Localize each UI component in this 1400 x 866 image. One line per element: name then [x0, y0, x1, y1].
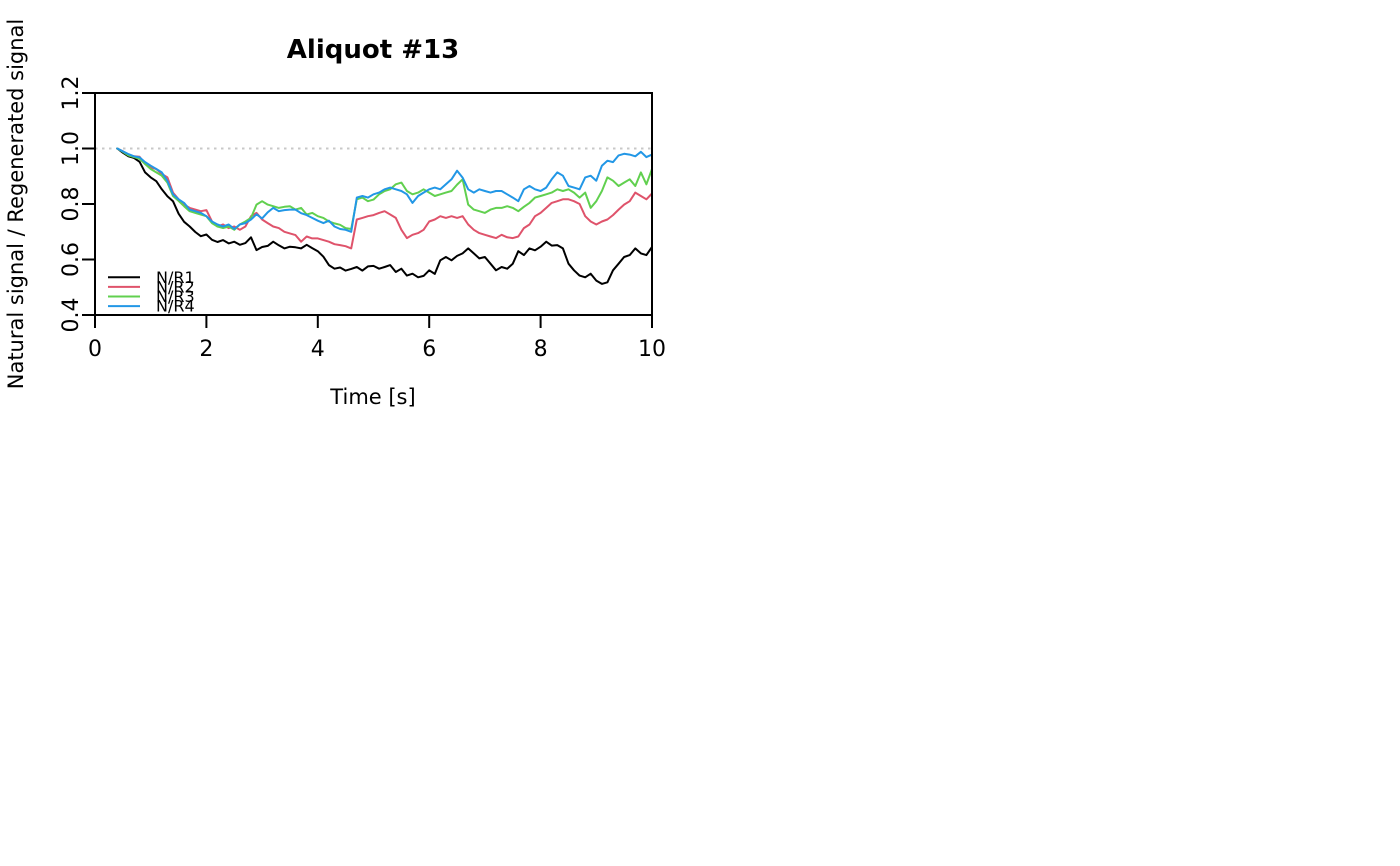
- x-tick-label: 6: [422, 337, 436, 362]
- legend-label-NR1: N/R1: [156, 268, 195, 287]
- series-line-NR4: [116, 147, 653, 233]
- chart-title: Aliquot #13: [287, 35, 459, 65]
- x-tick-label: 0: [88, 337, 102, 362]
- plot-area: 0 2 4 6 8 10 0.4 0.6 0.8 1.0 1.2 N/R1N/R2N/R3N/R4: [59, 76, 666, 363]
- x-tick-label: 4: [311, 337, 325, 362]
- legend-label-NR2: N/R2: [156, 277, 195, 296]
- y-tick-label: 0.6: [59, 242, 84, 277]
- y-tick-label: 1.2: [59, 76, 84, 111]
- series-line-NR2: [116, 147, 653, 250]
- y-axis-title: Natural signal / Regenerated signal: [4, 19, 28, 390]
- x-tick-label: 2: [199, 337, 213, 362]
- y-tick-label: 1.0: [59, 131, 84, 166]
- y-tick-label: 0.8: [59, 187, 84, 222]
- series-line-NR1: [116, 147, 653, 285]
- legend-label-NR3: N/R3: [156, 287, 195, 306]
- legend-label-NR4: N/R4: [156, 297, 195, 316]
- line-chart: Aliquot #13 Time [s] Natural signal / Re…: [4, 19, 666, 409]
- y-tick-label: 0.4: [59, 298, 84, 333]
- x-tick-label: 10: [638, 337, 666, 362]
- x-tick-label: 8: [534, 337, 548, 362]
- x-axis-title: Time [s]: [329, 385, 415, 409]
